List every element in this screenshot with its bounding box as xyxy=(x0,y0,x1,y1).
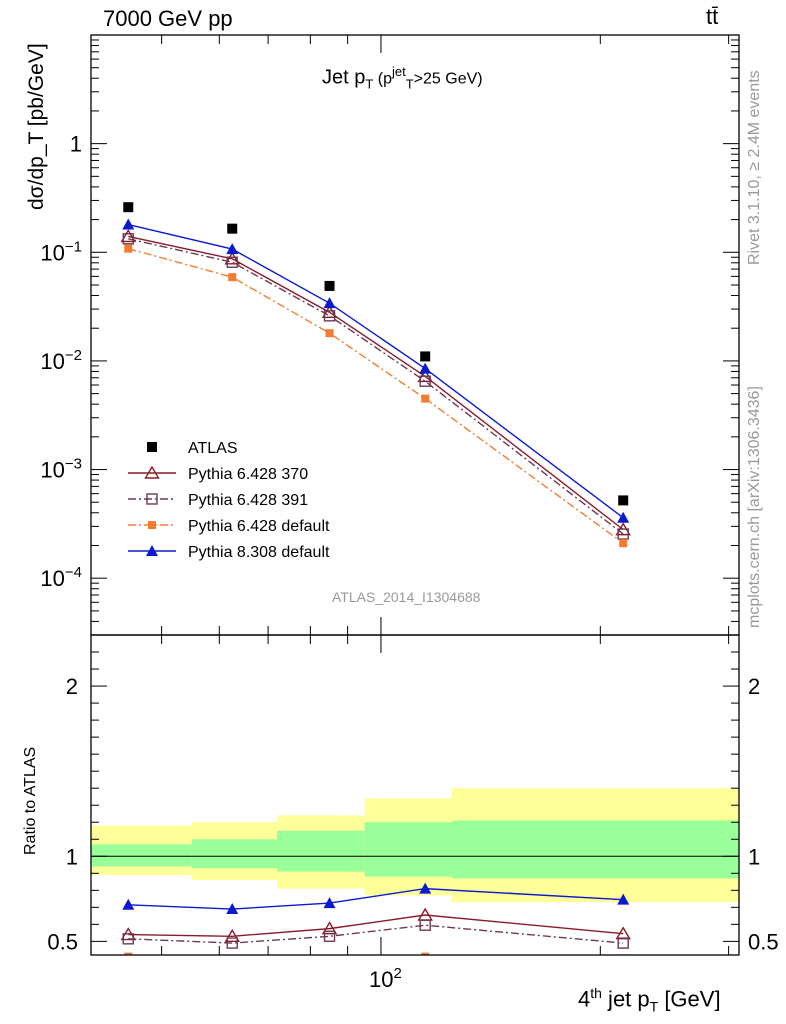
y-tick-label: 1 xyxy=(70,132,82,157)
ratio-line-pythia-6-428-default xyxy=(128,957,623,966)
data-point-pythia-8-308-default xyxy=(323,297,336,309)
legend-label-pythia-6-428-default: Pythia 6.428 default xyxy=(188,518,330,535)
legend-label-atlas: ATLAS xyxy=(188,440,238,457)
ratio-y-axis-label: Ratio to ATLAS xyxy=(22,746,39,855)
analysis-id: ATLAS_2014_I1304688 xyxy=(332,589,481,605)
series-line-pythia-6-428-391 xyxy=(128,238,624,535)
data-point-pythia-8-308-default xyxy=(617,511,630,523)
data-point-pythia-6-428-391 xyxy=(323,310,336,322)
legend-label-pythia-6-428-370: Pythia 6.428 370 xyxy=(188,466,308,483)
data-point-atlas xyxy=(618,495,629,506)
series-line-pythia-6-428-370 xyxy=(128,235,624,531)
data-point-pythia-8-308-default xyxy=(122,218,135,230)
legend-label-pythia-8-308-default: Pythia 8.308 default xyxy=(188,544,330,561)
axis-ticks xyxy=(90,34,739,955)
ratio-y-tick-label: 1 xyxy=(66,844,78,869)
legend-marker-pythia-6-428-370 xyxy=(144,465,160,479)
data-point-pythia-8-308-default xyxy=(419,362,432,374)
ratio-point-pythia-8-308-default xyxy=(419,882,432,894)
legend-marker-pythia-8-308-default xyxy=(146,545,158,556)
y-tick-label: 10−4 xyxy=(40,564,82,591)
tick-labels: 10−4 10−3 10−2 10−1 1 0.5 0.5 1 1 2 2 102 xyxy=(40,132,778,992)
data-point-pythia-6-428-default xyxy=(325,329,334,338)
data-point-atlas xyxy=(227,223,238,234)
ratio-point-pythia-6-428-370 xyxy=(321,921,338,935)
header-left: 7000 GeV pp xyxy=(103,6,233,31)
uncertainty-band-inner xyxy=(191,839,278,869)
uncertainty-band-inner xyxy=(91,844,192,867)
ratio-point-pythia-6-428-default xyxy=(421,952,430,955)
data-point-pythia-6-428-370 xyxy=(321,304,338,319)
uncertainty-bands xyxy=(91,788,739,903)
uncertainty-band-inner xyxy=(277,830,365,872)
data-point-atlas xyxy=(123,202,134,213)
data-point-pythia-6-428-default xyxy=(228,273,237,282)
ratio-y-tick-label-right: 1 xyxy=(748,844,760,869)
ratio-y-tick-label-right: 0.5 xyxy=(748,929,779,954)
data-point-pythia-6-428-default xyxy=(421,394,430,403)
legend-marker-pythia-6-428-default xyxy=(148,521,156,529)
ratio-point-pythia-6-428-default xyxy=(326,960,334,968)
data-point-pythia-6-428-370 xyxy=(120,229,136,243)
y-tick-label: 10−1 xyxy=(40,238,82,265)
data-point-pythia-6-428-370 xyxy=(224,251,240,265)
ratio-point-pythia-6-428-370 xyxy=(224,928,240,942)
top-series-lines xyxy=(120,202,631,548)
header-right: tt̄ xyxy=(706,4,719,29)
x-axis-label: 4th jet pT [GeV] xyxy=(578,985,721,1015)
legend-label-pythia-6-428-391: Pythia 6.428 391 xyxy=(188,492,308,509)
ratio-point-pythia-6-428-default xyxy=(228,961,236,969)
ratio-point-pythia-6-428-391 xyxy=(617,937,629,949)
y-tick-label: 10−3 xyxy=(40,456,82,483)
data-point-pythia-8-308-default xyxy=(226,243,239,255)
data-point-pythia-6-428-391 xyxy=(419,375,431,387)
data-point-atlas xyxy=(324,280,335,291)
x-tick-label: 102 xyxy=(369,965,402,992)
ratio-point-pythia-6-428-391 xyxy=(419,919,431,931)
legend: ATLAS Pythia 6.428 370 Pythia 6.428 391 Pyt… xyxy=(128,440,330,561)
legend-marker-atlas xyxy=(147,442,157,452)
ratio-plot-frame xyxy=(90,634,740,956)
ratio-point-pythia-6-428-391 xyxy=(323,930,336,942)
ratio-y-tick-label: 2 xyxy=(66,674,78,699)
ratio-point-pythia-6-428-391 xyxy=(122,933,134,945)
data-point-pythia-6-428-default xyxy=(619,539,628,548)
ratio-point-pythia-8-308-default xyxy=(323,897,336,909)
ratio-y-tick-label-right: 2 xyxy=(748,674,760,699)
ratio-line-pythia-6-428-370 xyxy=(128,914,624,937)
ratio-y-tick-label: 0.5 xyxy=(47,929,78,954)
top-y-axis-label: dσ/dp_T [pb/GeV] xyxy=(25,43,48,210)
data-point-pythia-6-428-391 xyxy=(617,528,629,540)
ratio-point-pythia-8-308-default xyxy=(122,898,135,910)
ratio-series-lines xyxy=(120,882,631,969)
uncertainty-band-inner xyxy=(364,822,452,877)
data-point-pythia-6-428-391 xyxy=(122,233,134,245)
legend-marker-pythia-6-428-391 xyxy=(146,493,158,505)
data-point-pythia-6-428-default xyxy=(124,244,133,253)
data-point-pythia-6-428-391 xyxy=(226,256,238,268)
uncertainty-band-inner xyxy=(451,820,739,879)
plot-title: Jet pT (pjetT>25 GeV) xyxy=(322,64,483,92)
ratio-point-pythia-6-428-391 xyxy=(226,937,238,949)
data-point-atlas xyxy=(420,351,431,362)
ratio-point-pythia-8-308-default xyxy=(617,893,630,905)
y-tick-label: 10−2 xyxy=(40,347,82,374)
ratio-point-pythia-8-308-default xyxy=(226,903,239,915)
rivet-version-text: Rivet 3.1.10, ≥ 2.4M events xyxy=(746,70,763,265)
ratio-line-pythia-6-428-391 xyxy=(128,924,624,944)
ratio-point-pythia-6-428-default xyxy=(124,952,133,955)
mcplots-credit-text: mcplots.cern.ch [arXiv:1306.3436] xyxy=(746,386,763,628)
